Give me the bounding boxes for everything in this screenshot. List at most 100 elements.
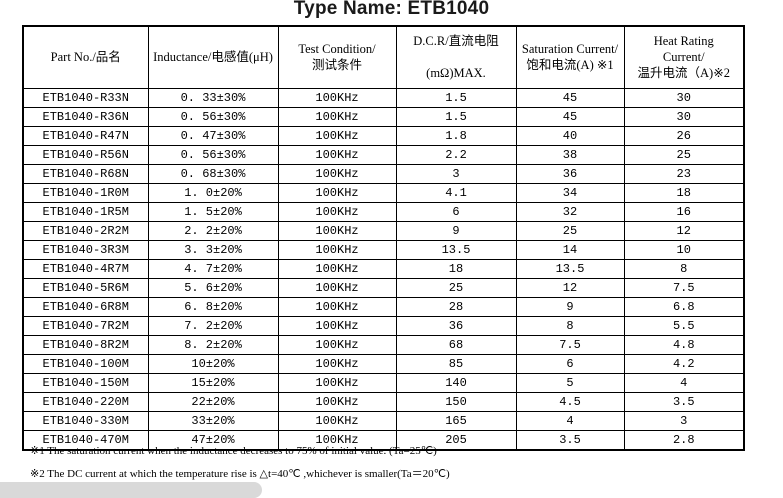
table-body: ETB1040-R33N 0. 33±30% 100KHz 1.5 45 30 ETB104… [22,87,745,450]
table-cell: ETB1040-4R7M [22,258,149,279]
table-cell: 100KHz [277,87,397,108]
table-row: ETB1040-1R5M 1. 5±20% 100KHz 6 32 16 [22,201,745,222]
table-cell: ETB1040-6R8M [22,296,149,317]
table-cell: 13.5 [515,258,625,279]
table-row: ETB1040-8R2M 8. 2±20% 100KHz 68 7.5 4.8 [22,334,745,355]
table-cell: 4.8 [623,334,745,355]
table-cell: 68 [395,334,517,355]
table-cell: 100KHz [277,125,397,146]
table-cell: 6. 8±20% [147,296,279,317]
table-cell: ETB1040-470M [22,429,149,450]
table-cell: ETB1040-R33N [22,87,149,108]
table-cell: ETB1040-7R2M [22,315,149,336]
table-cell: 2.8 [623,429,745,450]
table-cell: 150 [395,391,517,412]
table-row: ETB1040-7R2M 7. 2±20% 100KHz 36 8 5.5 [22,315,745,336]
page-title: Type Name: ETB1040 [293,0,490,19]
table-cell: 3. 3±20% [147,239,279,260]
table-cell: 2.2 [395,144,517,165]
table-cell: 3.5 [623,391,745,412]
header-row: Part No./品名 Inductance/电感值(μH) Test Cond… [22,25,745,89]
table-cell: 85 [395,353,517,374]
table-cell: 18 [623,182,745,203]
table-cell: 25 [515,220,625,241]
table-cell: 4.2 [623,353,745,374]
table-cell: 100KHz [277,391,397,412]
table-cell: 100KHz [277,315,397,336]
table-cell: 9 [515,296,625,317]
table-cell: 100KHz [277,163,397,184]
table-cell: 0. 33±30% [147,87,279,108]
table-cell: 34 [515,182,625,203]
table-cell: 36 [515,163,625,184]
table-cell: 100KHz [277,277,397,298]
table-cell: ETB1040-1R0M [22,182,149,203]
table-cell: 14 [515,239,625,260]
table-cell: 7.5 [515,334,625,355]
table-cell: 9 [395,220,517,241]
table-cell: ETB1040-5R6M [22,277,149,298]
table-cell: 40 [515,125,625,146]
table-cell: 33±20% [147,410,279,431]
table-cell: 1.5 [395,106,517,127]
table-cell: ETB1040-R68N [22,163,149,184]
table-cell: 7. 2±20% [147,315,279,336]
col-header-part-no: Part No./品名 [22,25,149,89]
table-cell: 28 [395,296,517,317]
table-cell: 13.5 [395,239,517,260]
table-cell: ETB1040-330M [22,410,149,431]
table-row: ETB1040-330M 33±20% 100KHz 165 4 3 [22,410,745,431]
table-row: ETB1040-R68N 0. 68±30% 100KHz 3 36 23 [22,163,745,184]
table-cell: 0. 56±30% [147,106,279,127]
table-row: ETB1040-4R7M 4. 7±20% 100KHz 18 13.5 8 [22,258,745,279]
table-cell: 1.8 [395,125,517,146]
table-row: ETB1040-100M 10±20% 100KHz 85 6 4.2 [22,353,745,374]
col-header-inductance: Inductance/电感值(μH) [147,25,279,89]
table-cell: ETB1040-220M [22,391,149,412]
table-cell: 10±20% [147,353,279,374]
table-cell: 36 [395,315,517,336]
table-header: Part No./品名 Inductance/电感值(μH) Test Cond… [22,25,745,89]
table-cell: 3 [623,410,745,431]
table-row: ETB1040-R47N 0. 47±30% 100KHz 1.8 40 26 [22,125,745,146]
table-cell: ETB1040-8R2M [22,334,149,355]
table-cell: 4.5 [515,391,625,412]
table-cell: 5 [515,372,625,393]
spec-table: Part No./品名 Inductance/电感值(μH) Test Cond… [22,25,745,451]
table-cell: 4 [623,372,745,393]
table-cell: 4. 7±20% [147,258,279,279]
table-cell: 6.8 [623,296,745,317]
table-cell: ETB1040-100M [22,353,149,374]
table-cell: 1.5 [395,87,517,108]
table-cell: 4 [515,410,625,431]
table-cell: 12 [623,220,745,241]
table-cell: 32 [515,201,625,222]
table-cell: 3.5 [515,429,625,450]
table-cell: 100KHz [277,429,397,450]
table-cell: 6 [515,353,625,374]
table-cell: 45 [515,87,625,108]
table-cell: 100KHz [277,239,397,260]
table-cell: 26 [623,125,745,146]
table-cell: 7.5 [623,277,745,298]
table-cell: 100KHz [277,220,397,241]
table-cell: ETB1040-150M [22,372,149,393]
table-cell: 5.5 [623,315,745,336]
table-cell: 16 [623,201,745,222]
table-cell: 3 [395,163,517,184]
table-cell: 100KHz [277,353,397,374]
table-cell: ETB1040-R47N [22,125,149,146]
bottom-edge-artifact [0,482,262,498]
table-row: ETB1040-220M 22±20% 100KHz 150 4.5 3.5 [22,391,745,412]
col-header-test-condition: Test Condition/ 测试条件 [277,25,397,89]
table-cell: 100KHz [277,106,397,127]
footnote-2: ※2 The DC current at which the temperatu… [30,468,450,480]
table-cell: 6 [395,201,517,222]
table-cell: 0. 56±30% [147,144,279,165]
table-cell: 22±20% [147,391,279,412]
table-cell: 2. 2±20% [147,220,279,241]
table-row: ETB1040-1R0M 1. 0±20% 100KHz 4.1 34 18 [22,182,745,203]
table-cell: 8 [623,258,745,279]
table-row: ETB1040-470M 47±20% 100KHz 205 3.5 2.8 [22,429,745,450]
col-header-saturation-current: Saturation Current/ 饱和电流(A) ※1 [515,25,625,89]
